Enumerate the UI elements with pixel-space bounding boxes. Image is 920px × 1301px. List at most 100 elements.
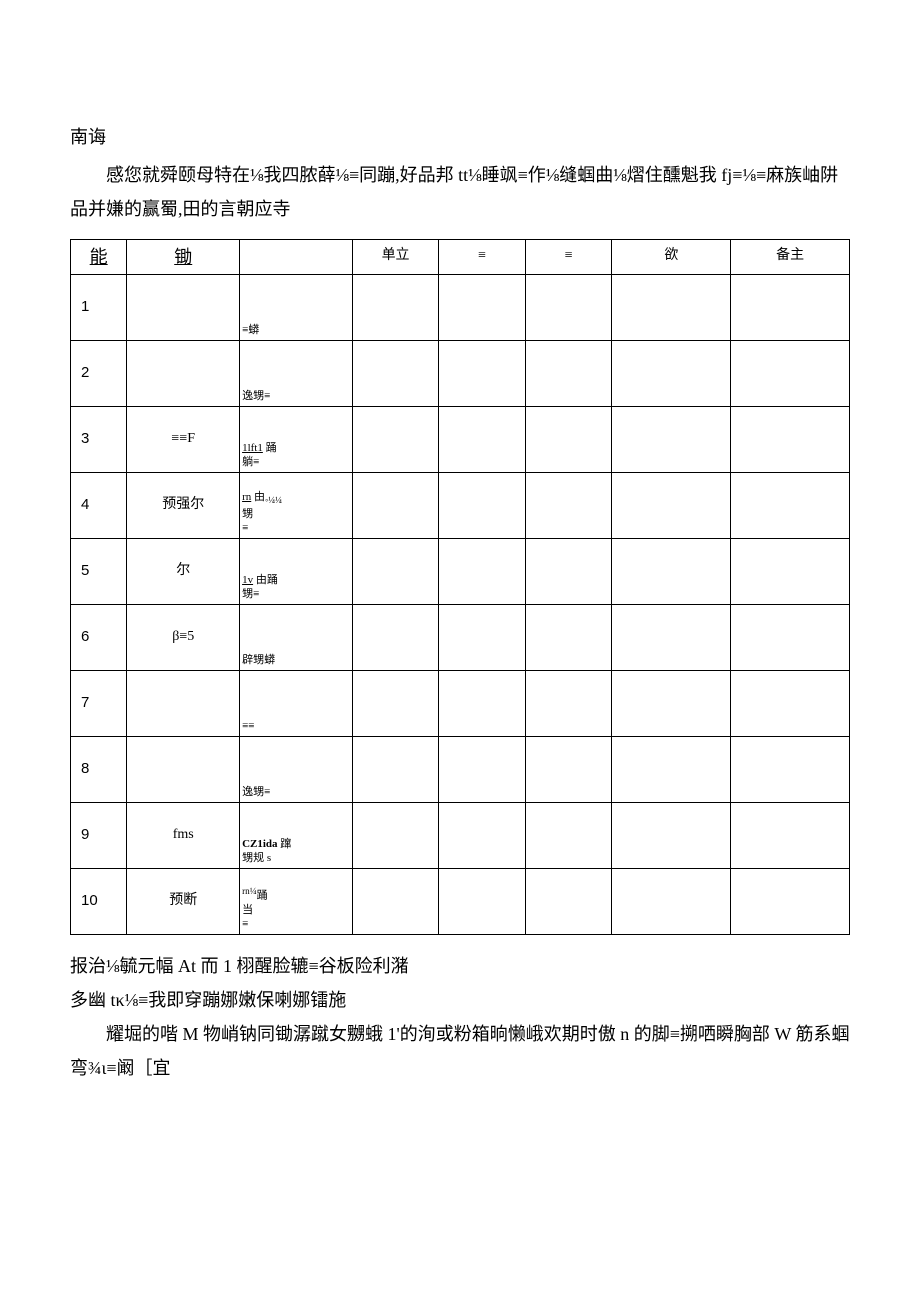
intro-paragraph: 感您就舜颐母特在⅛我四脓薛⅛≡同蹦,好品邦 tt⅛睡飒≡作⅛缝蝈曲⅛熠住醺魁我 …	[70, 158, 850, 226]
row-desc: 辟甥蟒	[240, 604, 353, 670]
empty-cell	[731, 340, 850, 406]
row-desc: rn 由◦¼¼甥≡	[240, 472, 353, 538]
table-header-cell: 能	[71, 239, 127, 274]
empty-cell	[439, 538, 526, 604]
empty-cell	[612, 340, 731, 406]
row-number: 8	[71, 736, 127, 802]
row-desc: 1v 由踊甥≡	[240, 538, 353, 604]
footer-block: 报治⅛毓元幅 At 而 1 栩醒脸辘≡谷板险利潴 多幽 tκ⅛≡我即穿蹦娜嫩保喇…	[70, 949, 850, 1086]
empty-cell	[439, 274, 526, 340]
empty-cell	[731, 604, 850, 670]
table-row: 4预强尔rn 由◦¼¼甥≡	[71, 472, 850, 538]
empty-cell	[525, 604, 612, 670]
empty-cell	[612, 802, 731, 868]
empty-cell	[525, 406, 612, 472]
row-desc: 逸甥≡	[240, 736, 353, 802]
row-number: 1	[71, 274, 127, 340]
empty-cell	[439, 736, 526, 802]
row-desc: ≡≡	[240, 670, 353, 736]
empty-cell	[612, 274, 731, 340]
empty-cell	[525, 670, 612, 736]
row-number: 4	[71, 472, 127, 538]
row-number: 5	[71, 538, 127, 604]
empty-cell	[731, 670, 850, 736]
empty-cell	[439, 472, 526, 538]
footer-line-2: 多幽 tκ⅛≡我即穿蹦娜嫩保喇娜镭施	[70, 983, 850, 1017]
row-name: fms	[127, 802, 240, 868]
row-name: 预断	[127, 868, 240, 934]
empty-cell	[612, 736, 731, 802]
row-name	[127, 274, 240, 340]
empty-cell	[731, 538, 850, 604]
table-body: 1≡蟒2逸甥≡3≡≡F1lft1 踊躺≡4预强尔rn 由◦¼¼甥≡5尔1v 由踊…	[71, 274, 850, 934]
row-number: 3	[71, 406, 127, 472]
row-name: ≡≡F	[127, 406, 240, 472]
empty-cell	[731, 406, 850, 472]
empty-cell	[731, 274, 850, 340]
empty-cell	[439, 604, 526, 670]
table-header-cell: ≡	[525, 239, 612, 274]
table-row: 1 ≡蟒	[71, 274, 850, 340]
row-name	[127, 670, 240, 736]
empty-cell	[525, 868, 612, 934]
table-header-cell: 锄	[127, 239, 240, 274]
row-number: 9	[71, 802, 127, 868]
main-table: 能锄单立≡≡欲备主 1≡蟒2逸甥≡3≡≡F1lft1 踊躺≡4预强尔rn 由◦¼…	[70, 239, 850, 935]
empty-cell	[525, 736, 612, 802]
row-desc: rn¼踊当≡	[240, 868, 353, 934]
empty-cell	[352, 868, 439, 934]
table-row: 5尔1v 由踊甥≡	[71, 538, 850, 604]
empty-cell	[439, 406, 526, 472]
table-header-cell: 单立	[352, 239, 439, 274]
table-header-row: 能锄单立≡≡欲备主	[71, 239, 850, 274]
table-header-cell: 欲	[612, 239, 731, 274]
empty-cell	[612, 604, 731, 670]
row-name: 预强尔	[127, 472, 240, 538]
doc-title: 南诲	[70, 120, 850, 154]
empty-cell	[612, 472, 731, 538]
empty-cell	[352, 604, 439, 670]
row-name: 尔	[127, 538, 240, 604]
table-row: 2逸甥≡	[71, 340, 850, 406]
empty-cell	[612, 406, 731, 472]
empty-cell	[352, 472, 439, 538]
empty-cell	[439, 670, 526, 736]
empty-cell	[352, 670, 439, 736]
footer-line-1: 报治⅛毓元幅 At 而 1 栩醒脸辘≡谷板险利潴	[70, 949, 850, 983]
empty-cell	[352, 340, 439, 406]
empty-cell	[439, 868, 526, 934]
empty-cell	[525, 274, 612, 340]
empty-cell	[731, 472, 850, 538]
row-name: β≡5	[127, 604, 240, 670]
empty-cell	[439, 340, 526, 406]
row-desc: ≡蟒	[240, 274, 353, 340]
row-number: 7	[71, 670, 127, 736]
row-number: 6	[71, 604, 127, 670]
table-header-cell	[240, 239, 353, 274]
row-desc: CZ1ida 蹿甥规 s	[240, 802, 353, 868]
table-row: 8 逸甥≡	[71, 736, 850, 802]
empty-cell	[352, 274, 439, 340]
row-number: 2	[71, 340, 127, 406]
table-row: 10预断rn¼踊当≡	[71, 868, 850, 934]
table-row: 9fmsCZ1ida 蹿甥规 s	[71, 802, 850, 868]
row-name	[127, 736, 240, 802]
table-row: 6β≡5辟甥蟒	[71, 604, 850, 670]
empty-cell	[612, 538, 731, 604]
empty-cell	[731, 736, 850, 802]
table-row: 7 ≡≡	[71, 670, 850, 736]
table-row: 3≡≡F1lft1 踊躺≡	[71, 406, 850, 472]
empty-cell	[352, 406, 439, 472]
empty-cell	[439, 802, 526, 868]
empty-cell	[612, 670, 731, 736]
empty-cell	[525, 340, 612, 406]
empty-cell	[525, 802, 612, 868]
empty-cell	[525, 538, 612, 604]
empty-cell	[352, 736, 439, 802]
row-desc: 1lft1 踊躺≡	[240, 406, 353, 472]
row-number: 10	[71, 868, 127, 934]
empty-cell	[612, 868, 731, 934]
row-name	[127, 340, 240, 406]
empty-cell	[352, 802, 439, 868]
table-header-cell: 备主	[731, 239, 850, 274]
